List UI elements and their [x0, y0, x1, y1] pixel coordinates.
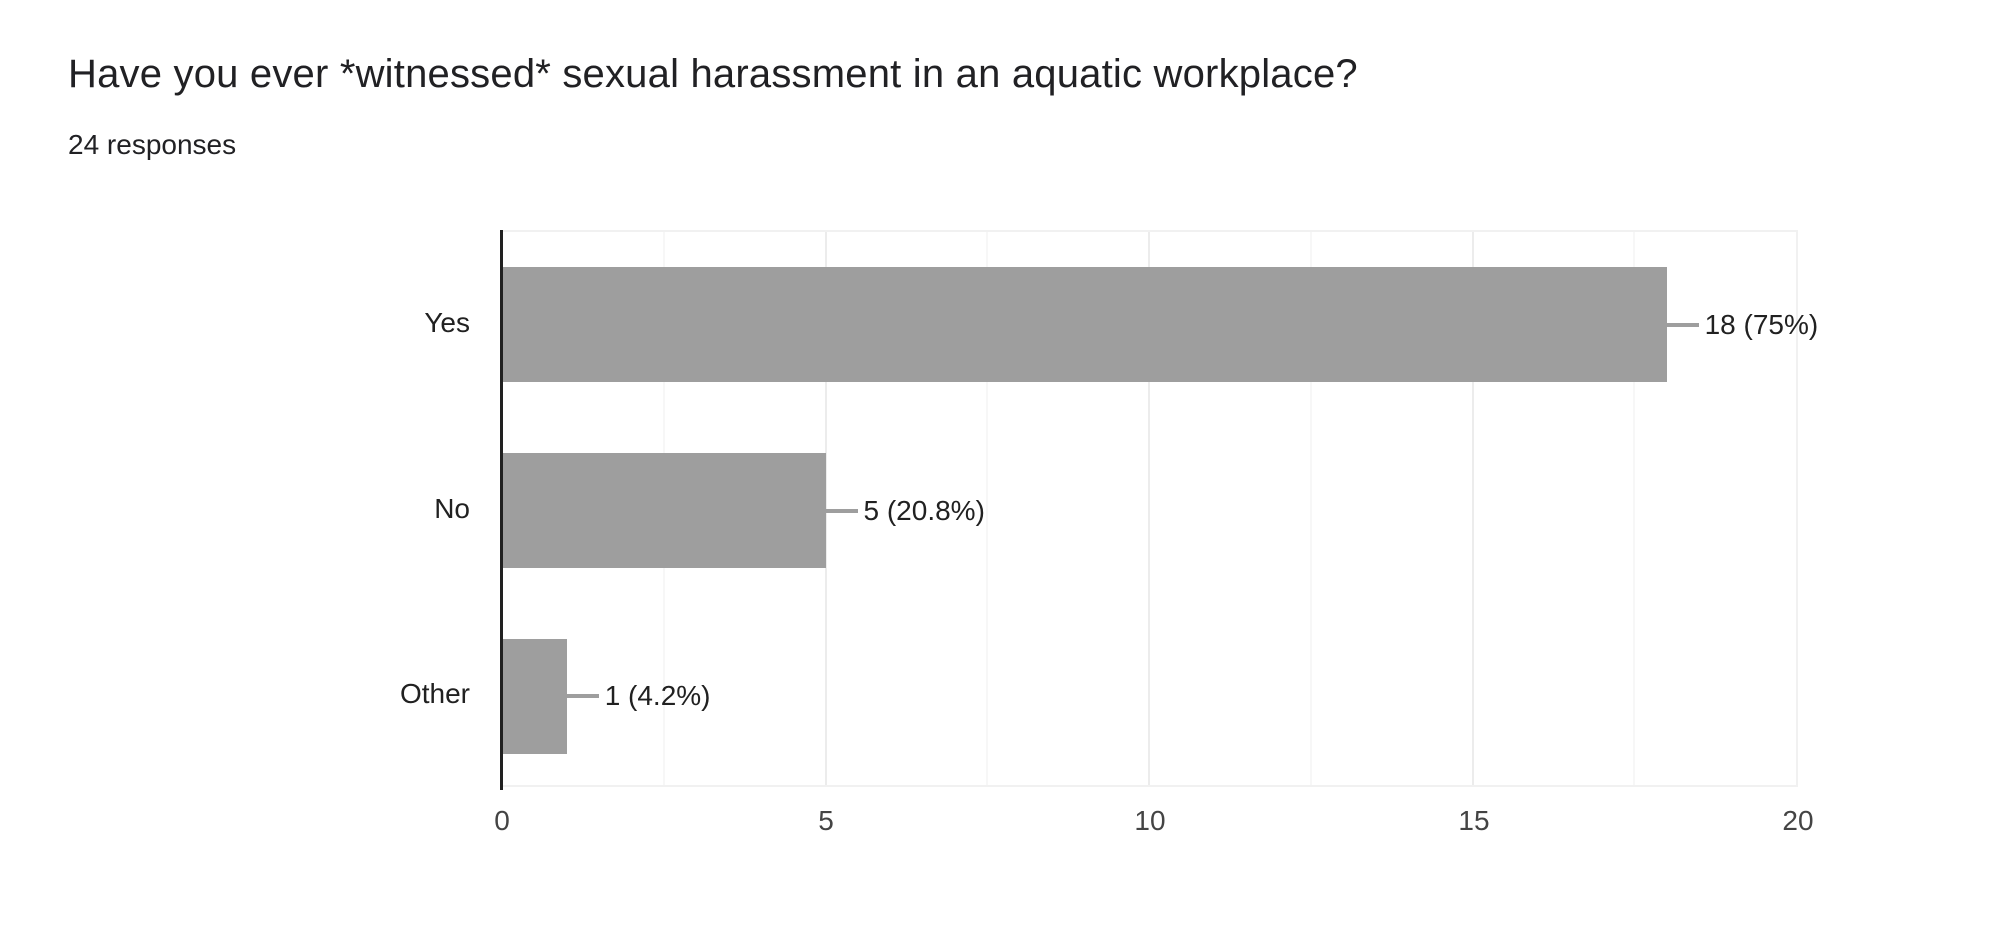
plot-area: 18 (75%) 5 (20.8%) 1 (4.2%) [502, 230, 1818, 787]
bar-yes[interactable] [502, 267, 1667, 383]
minor-gridline-12.5 [1309, 232, 1312, 785]
value-label-other: 1 (4.2%) [604, 680, 711, 712]
category-label-no: No [434, 492, 470, 524]
minor-gridline-17.5 [1633, 232, 1636, 785]
bar-row-no: 5 (20.8%) [502, 453, 1796, 568]
minor-gridline-7.5 [986, 232, 989, 785]
major-gridline-15 [1471, 232, 1474, 785]
x-tick-label-0: 0 [494, 805, 510, 836]
response-count: 24 responses [68, 129, 237, 160]
x-tick-label-10: 10 [1134, 805, 1166, 836]
bar-other[interactable] [502, 638, 567, 754]
callout-line-yes [1666, 322, 1699, 327]
callout-line-other [566, 694, 599, 699]
major-gridline-10 [1148, 232, 1150, 785]
x-tick-label-5: 5 [818, 805, 834, 836]
category-label-other: Other [399, 678, 470, 710]
callout-line-no [825, 508, 858, 513]
question-title: Have you ever *witnessed* sexual harassm… [68, 52, 1358, 96]
value-label-no: 5 (20.8%) [863, 494, 985, 526]
y-axis-baseline [500, 230, 503, 790]
x-axis-tick-labels: 0 5 10 15 20 [494, 804, 1813, 844]
bar-row-yes: 18 (75%) [502, 267, 1818, 383]
category-labels: Yes No Other [0, 230, 470, 787]
category-label-yes: Yes [424, 306, 470, 338]
bar-row-other: 1 (4.2%) [502, 638, 1796, 754]
bar-no[interactable] [502, 453, 826, 568]
value-label-yes: 18 (75%) [1704, 308, 1819, 340]
x-tick-label-15: 15 [1458, 805, 1490, 836]
x-tick-label-20: 20 [1782, 805, 1814, 836]
